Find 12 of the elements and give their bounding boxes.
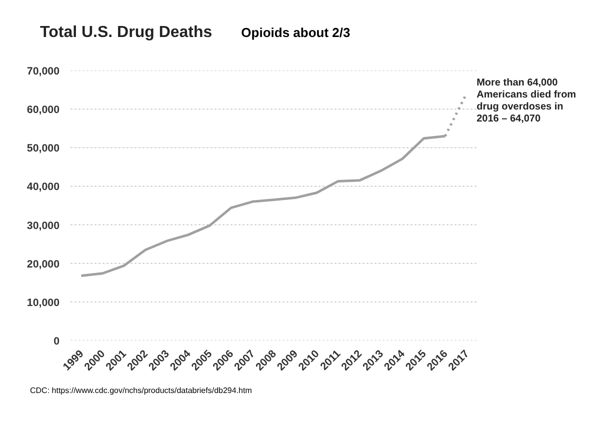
text: CDC: https://www.cdc.gov/nchs/products/databriefs/db294.htm (30, 384, 252, 396)
y-tick-label: 30,000 (26, 220, 60, 232)
y-tick-label: 50,000 (26, 142, 60, 154)
y-tick-label: 10,000 (26, 296, 60, 309)
chart-title: Total U.S. Drug Deaths (40, 23, 212, 43)
y-tick-label: 40,000 (26, 181, 60, 194)
annotation: More than 64,000 Americans died from drug overdoses in 2016 – 64,070 (476, 77, 576, 125)
y-tick-label: 0 (54, 335, 60, 348)
y-tick-label: 20,000 (26, 258, 60, 270)
chart-subtitle: Opioids about 2/3 (241, 24, 350, 42)
y-tick-label: 70,000 (26, 65, 60, 78)
y-tick-label: 60,000 (26, 104, 60, 116)
